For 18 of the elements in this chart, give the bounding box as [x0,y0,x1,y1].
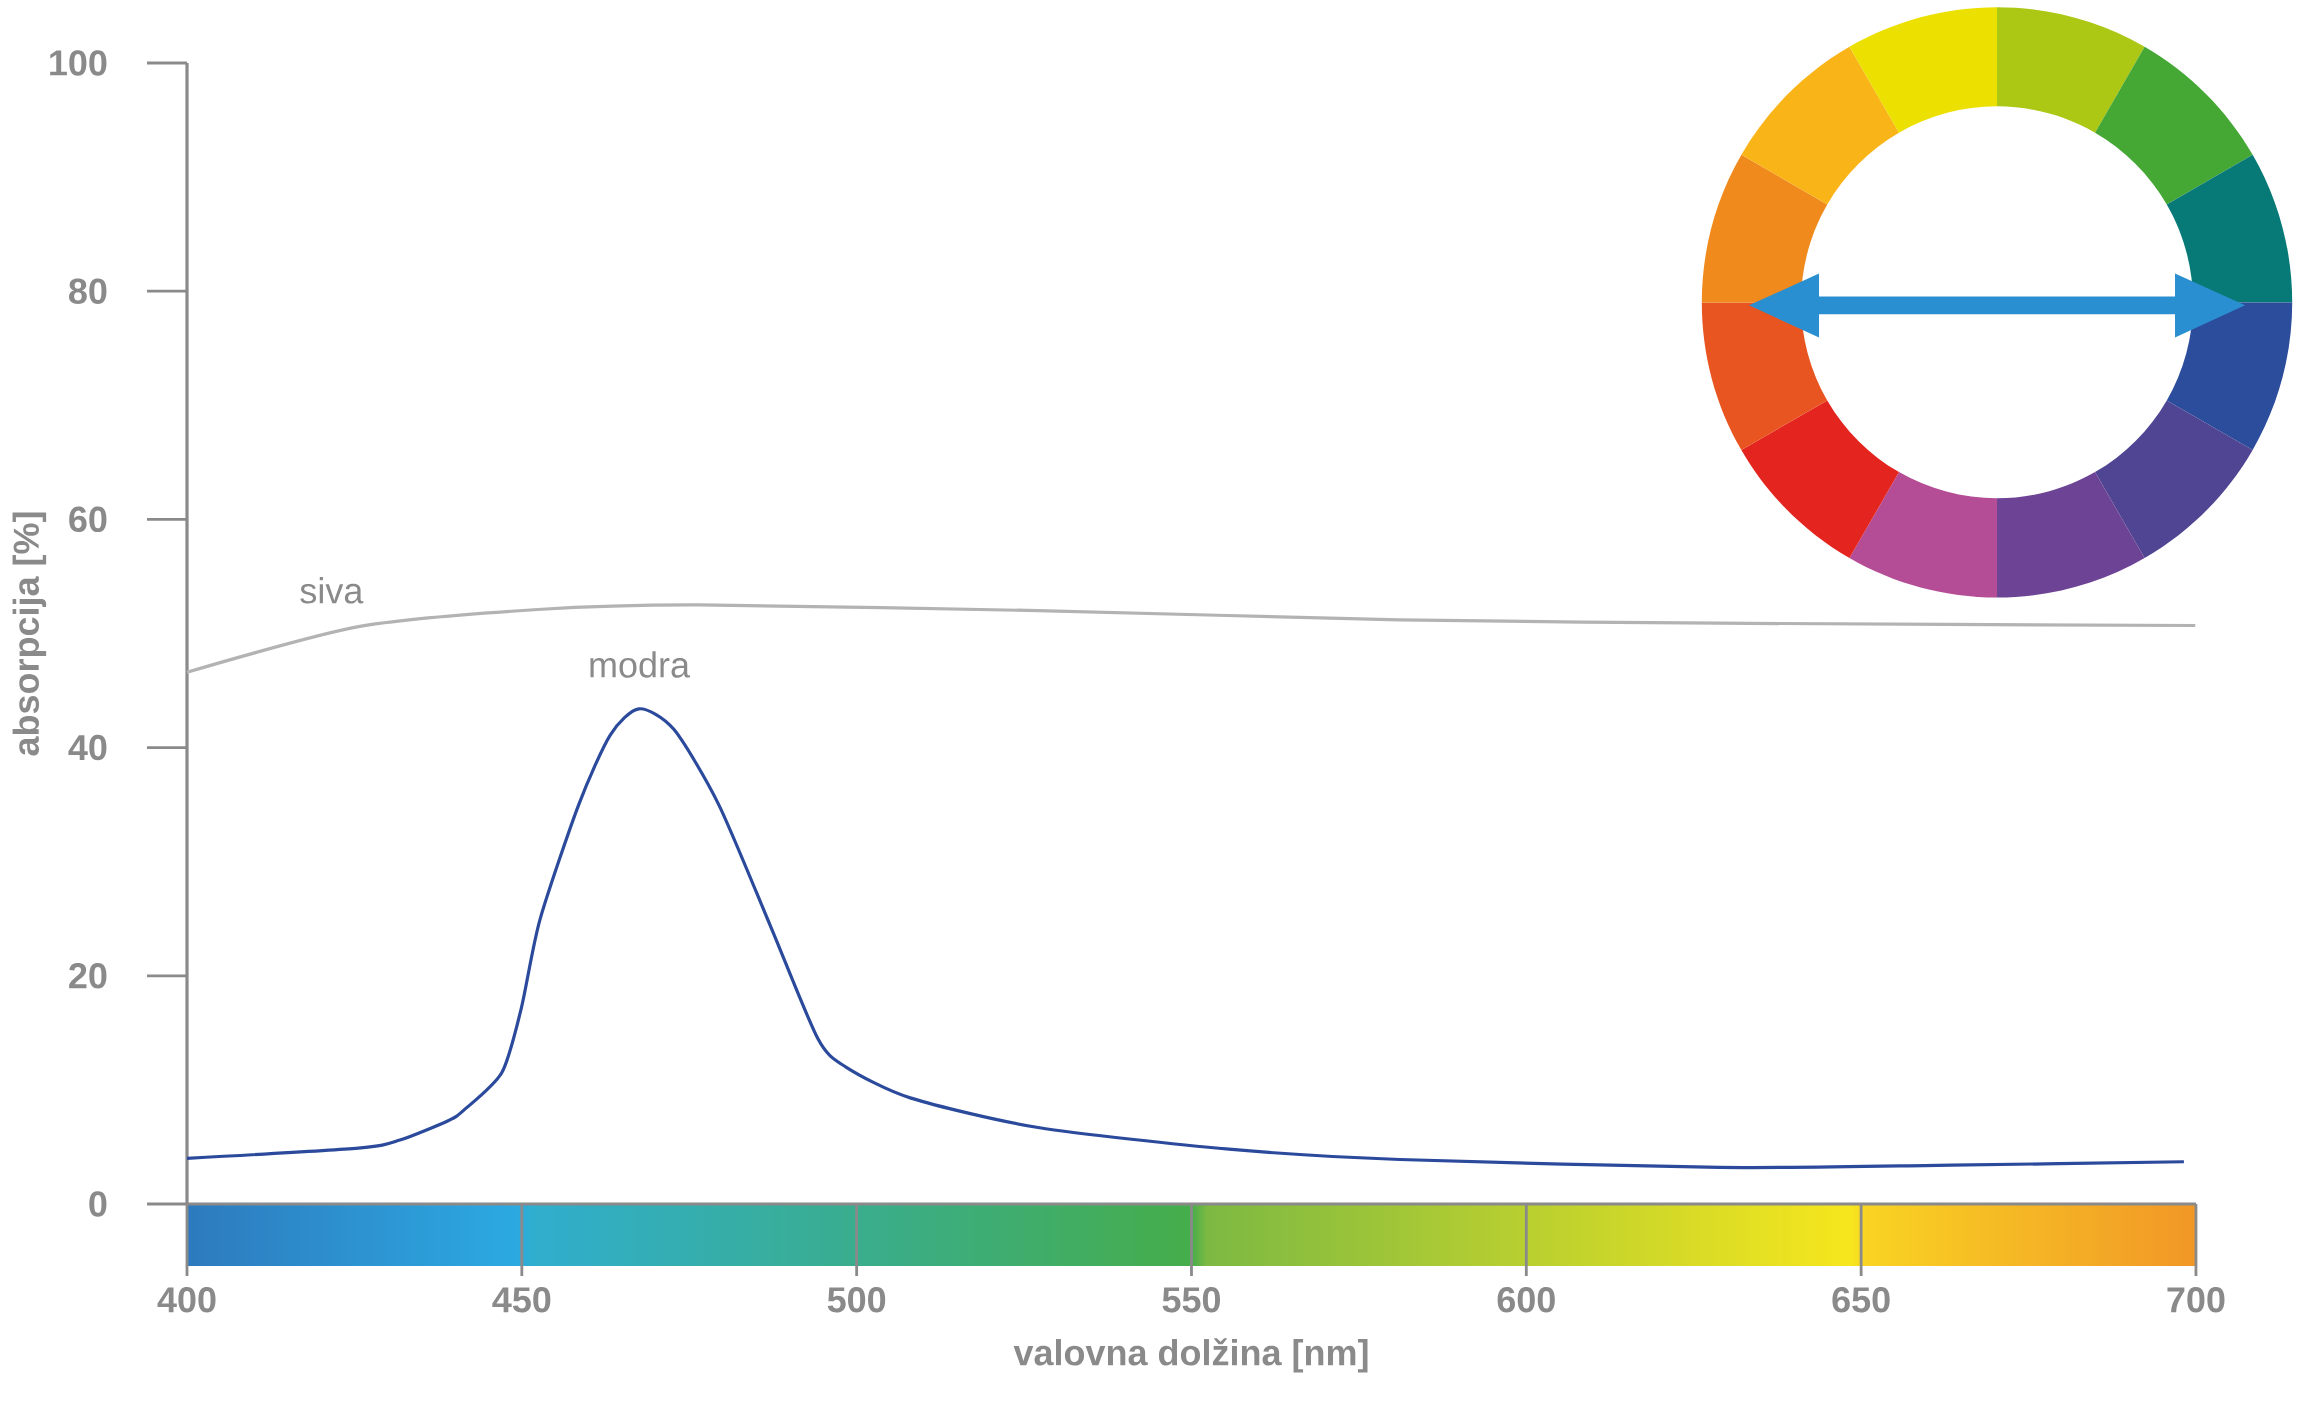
y-tick-label: 60 [69,506,107,533]
x-tick-label: 400 [157,1287,216,1313]
x-tick-label: 650 [1832,1287,1890,1313]
x-tick-label: 600 [1497,1287,1555,1313]
line-series [185,707,2186,1170]
x-tick-label: 500 [827,1287,886,1313]
y-axis-title: absorpcija [%] [12,512,47,756]
y-tick-label: 80 [69,278,107,304]
x-tick-label: 700 [2167,1287,2225,1313]
y-tick-label: 100 [50,50,107,76]
x-tick-label: 450 [492,1287,551,1313]
series-label: modra [590,651,691,678]
y-tick-label: 0 [89,1191,107,1217]
y-tick-label: 40 [68,734,107,761]
x-axis-title: valovna dolžina [nm] [1013,1338,1368,1373]
y-tick-label: 20 [69,963,107,989]
x-tick-label: 550 [1162,1287,1221,1313]
series-label: siva [300,577,364,604]
